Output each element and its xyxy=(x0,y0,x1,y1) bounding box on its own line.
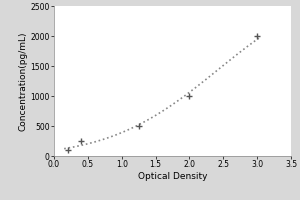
Y-axis label: Concentration(pg/mL): Concentration(pg/mL) xyxy=(19,31,28,131)
X-axis label: Optical Density: Optical Density xyxy=(138,172,207,181)
